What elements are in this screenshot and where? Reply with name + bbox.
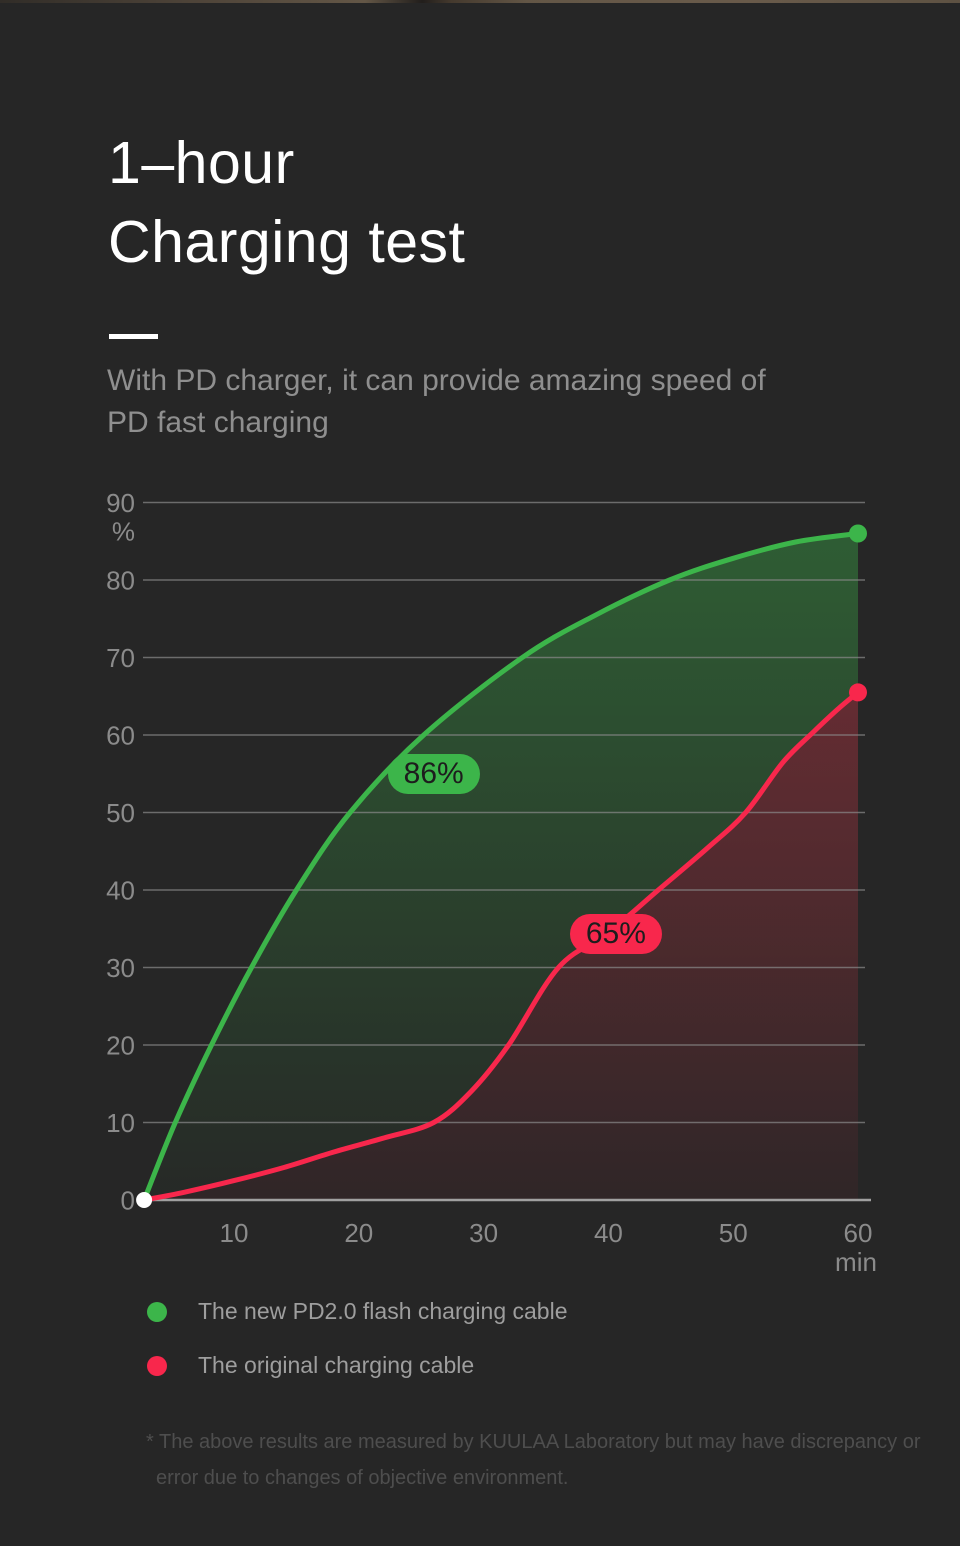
red-series-value-pill: 65% xyxy=(569,914,662,955)
y-tick-20: 20 xyxy=(106,1031,135,1061)
y-tick-40: 40 xyxy=(106,876,135,906)
top-image-edge-artifact xyxy=(0,0,960,3)
y-tick-80: 80 xyxy=(106,566,135,596)
chart-legend: The new PD2.0 flash charging cable The o… xyxy=(147,1298,568,1379)
footnote: * The above results are measured by KUUL… xyxy=(146,1424,920,1496)
legend-label-new-cable: The new PD2.0 flash charging cable xyxy=(198,1298,568,1324)
green-series-dot-icon xyxy=(147,1301,167,1322)
x-tick-40: 40 xyxy=(594,1218,623,1248)
page-subtitle-line2: PD fast charging xyxy=(107,406,329,439)
page-title-line2: Charging test xyxy=(108,209,466,275)
x-tick-30: 30 xyxy=(469,1218,498,1248)
red-series-line xyxy=(141,689,861,1203)
page-subtitle: With PD charger, it can provide amazing … xyxy=(107,360,766,444)
y-tick-70: 70 xyxy=(106,643,135,673)
x-tick-60: 60 xyxy=(844,1218,873,1248)
page-title: 1–hour Charging test xyxy=(108,124,465,282)
y-tick-30: 30 xyxy=(106,953,135,983)
x-tick-20: 20 xyxy=(344,1218,373,1248)
footnote-line2: error due to changes of objective enviro… xyxy=(156,1467,569,1489)
x-tick-50: 50 xyxy=(719,1218,748,1248)
green-endpoint-marker xyxy=(849,524,867,543)
x-axis-unit-label: min xyxy=(835,1247,877,1277)
green-series-value-pill: 86% xyxy=(387,753,480,794)
legend-label-original-cable: The original charging cable xyxy=(198,1352,475,1378)
y-tick-10: 10 xyxy=(106,1108,135,1138)
title-underline-dash xyxy=(109,334,158,339)
red-endpoint-marker xyxy=(849,683,867,702)
y-tick-90: 90 xyxy=(106,488,135,518)
y-tick-60: 60 xyxy=(106,721,135,751)
legend-item-new-cable: The new PD2.0 flash charging cable xyxy=(147,1298,568,1325)
red-series-area xyxy=(144,692,859,1200)
page-subtitle-line1: With PD charger, it can provide amazing … xyxy=(107,364,766,397)
y-tick-0: 0 xyxy=(121,1186,135,1216)
y-tick-50: 50 xyxy=(106,798,135,828)
x-tick-10: 10 xyxy=(220,1218,249,1248)
page-title-line1: 1–hour xyxy=(108,130,295,196)
red-series-dot-icon xyxy=(147,1355,167,1376)
legend-item-original-cable: The original charging cable xyxy=(147,1352,568,1379)
origin-point-marker xyxy=(136,1192,153,1208)
y-axis-unit-label: % xyxy=(112,517,135,547)
green-series-line xyxy=(141,531,861,1203)
footnote-line1: * The above results are measured by KUUL… xyxy=(146,1431,921,1453)
